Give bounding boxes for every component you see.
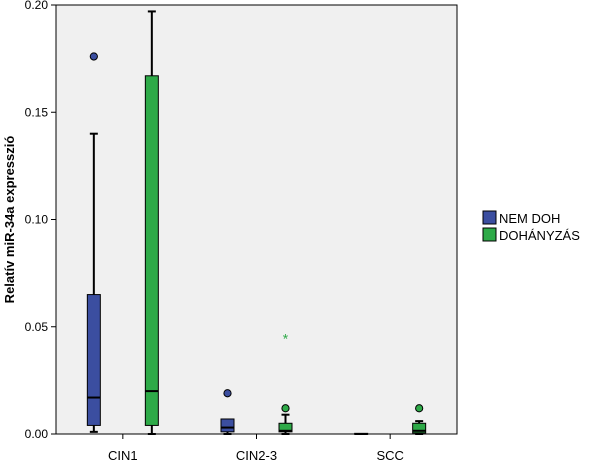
box	[412, 422, 427, 434]
x-tick-label: SCC	[376, 448, 403, 463]
legend-label: DOHÁNYZÁS	[499, 228, 580, 243]
outlier-point	[415, 404, 424, 413]
legend-swatch	[482, 227, 497, 242]
box-0-1	[220, 389, 235, 435]
y-axis-label: Relatív miR-34a expresszió	[2, 136, 17, 304]
legend-swatch	[482, 210, 497, 225]
y-tick-label: 0.10	[25, 213, 49, 227]
extreme-point: *	[283, 330, 289, 346]
box	[220, 418, 235, 433]
box	[86, 294, 101, 426]
outlier-point	[89, 52, 98, 61]
y-tick-label: 0.20	[25, 0, 49, 12]
y-tick-label: 0.05	[25, 320, 49, 334]
box-1-1: *	[278, 330, 293, 435]
box-1-0	[144, 10, 159, 435]
x-axis: CIN1 CIN2-3 SCC	[108, 434, 404, 463]
y-axis: 0.00 0.05 0.10 0.15 0.20	[25, 0, 56, 441]
box-series: *	[86, 10, 427, 435]
x-tick-label: CIN2-3	[236, 448, 277, 463]
legend-label: NEM DOH	[499, 211, 560, 226]
box-0-2	[354, 432, 369, 435]
box	[144, 75, 159, 426]
box	[278, 422, 293, 433]
box-0-0	[86, 52, 101, 433]
y-tick-label: 0.15	[25, 105, 49, 119]
box-1-2	[412, 404, 427, 435]
legend: NEM DOH DOHÁNYZÁS	[482, 210, 580, 243]
outlier-point	[281, 404, 290, 413]
x-tick-label: CIN1	[108, 448, 138, 463]
y-tick-label: 0.00	[25, 427, 49, 441]
plot-area	[55, 4, 458, 435]
outlier-point	[223, 389, 232, 398]
